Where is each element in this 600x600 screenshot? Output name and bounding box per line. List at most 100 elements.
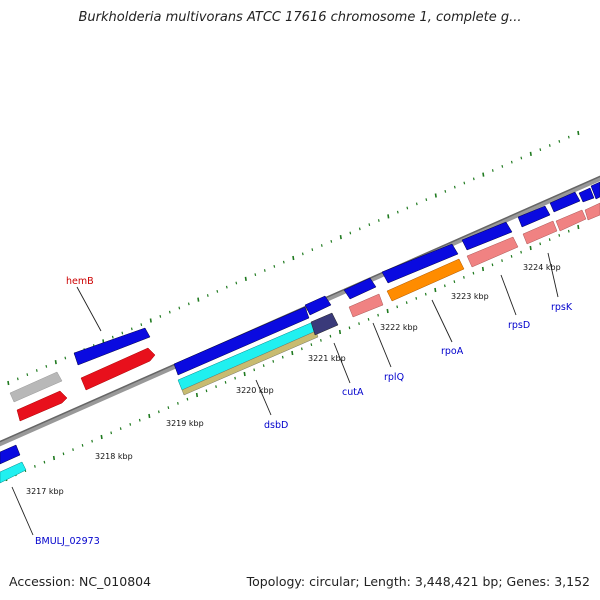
tick-mark <box>367 318 370 321</box>
tick-mark <box>187 302 190 306</box>
tick-mark <box>254 273 257 277</box>
tick-mark <box>529 151 532 156</box>
tick-mark <box>205 389 208 393</box>
tick-mark <box>539 242 542 246</box>
tick-mark <box>472 271 475 275</box>
tick-mark <box>157 410 160 414</box>
tick-mark <box>167 406 170 409</box>
tick-mark <box>282 260 285 264</box>
tick-mark <box>377 313 379 317</box>
tick-mark <box>481 266 485 272</box>
feature-dsbD[interactable] <box>173 306 310 376</box>
gene-label-BMULJ_02973[interactable]: BMULJ_02973 <box>35 536 100 547</box>
tick-mark <box>81 444 84 447</box>
feature-cds-1[interactable] <box>73 327 151 366</box>
tick-mark <box>491 169 494 172</box>
tick-mark <box>64 356 67 360</box>
tick-mark <box>262 364 265 367</box>
tick-mark <box>491 263 494 267</box>
tick-mark <box>45 364 48 368</box>
tick-mark <box>520 156 523 160</box>
feature-khaki[interactable] <box>181 330 319 396</box>
map-title: Burkholderia multivorans ATCC 17616 chro… <box>78 10 522 25</box>
gene-label-rplQ[interactable]: rplQ <box>384 372 404 383</box>
tick-mark <box>320 339 322 342</box>
feature-rplQ[interactable] <box>348 293 384 318</box>
feature-rpsD[interactable] <box>466 236 519 268</box>
feature-rpoA[interactable] <box>386 258 465 302</box>
gene-labels: hemB dsbD cutA rplQ rpoA rpsD rpsK BMULJ… <box>35 276 573 547</box>
gene-label-rpsK[interactable]: rpsK <box>551 302 573 313</box>
tick-mark <box>216 289 219 293</box>
tick-mark <box>320 244 323 247</box>
tick-mark <box>159 314 162 318</box>
tick-mark <box>253 368 256 372</box>
tick-mark <box>339 235 342 240</box>
tick-mark <box>16 377 19 381</box>
feature-trna-3[interactable] <box>584 202 600 221</box>
tick-mark <box>558 234 561 237</box>
tick-mark <box>186 397 189 401</box>
tick-mark <box>358 227 361 231</box>
feature-cds-5[interactable] <box>578 187 595 203</box>
tick-mark <box>225 285 228 289</box>
gene-label-dsbD[interactable]: dsbD <box>264 420 288 431</box>
accession-label: Accession: NC_010804 <box>9 574 152 589</box>
tick-mark <box>177 402 179 405</box>
tick-mark <box>482 172 485 177</box>
feature-navy[interactable] <box>310 312 339 336</box>
gene-label-cutA[interactable]: cutA <box>342 387 364 398</box>
kbp-label-3221: 3221 kbp <box>308 354 346 363</box>
tick-mark <box>368 223 371 227</box>
feature-hemB[interactable] <box>16 390 68 422</box>
feature-trna-2[interactable] <box>555 209 587 232</box>
tick-mark <box>415 202 418 206</box>
feature-cds-small[interactable] <box>304 295 332 316</box>
tick-mark <box>558 139 561 143</box>
tick-mark <box>377 219 380 222</box>
tick-mark <box>26 373 29 377</box>
tick-mark <box>443 284 446 288</box>
tick-mark <box>281 355 284 359</box>
tick-mark <box>119 427 122 430</box>
feature-cutA[interactable] <box>343 277 377 300</box>
tick-mark <box>338 329 342 335</box>
feature-grey-outer[interactable] <box>9 371 63 403</box>
tick-mark <box>100 434 103 440</box>
tick-mark <box>425 198 428 202</box>
gene-label-rpsD[interactable]: rpsD <box>508 320 530 331</box>
tick-mark <box>405 301 408 304</box>
gene-label-hemB[interactable]: hemB <box>66 276 94 287</box>
topology-summary: Topology: circular; Length: 3,448,421 bp… <box>246 574 590 589</box>
feature-cds-left[interactable] <box>0 444 21 465</box>
tick-mark <box>539 148 542 152</box>
feature-rpsD-blue[interactable] <box>461 221 513 251</box>
tick-mark <box>235 281 238 285</box>
tick-mark <box>463 276 465 279</box>
tick-mark <box>520 250 522 254</box>
feature-cds-6[interactable] <box>590 181 600 200</box>
tick-mark <box>215 385 217 388</box>
tick-mark <box>434 193 437 198</box>
tick-mark <box>444 189 447 193</box>
tick-mark <box>206 294 209 297</box>
tick-mark <box>424 292 427 296</box>
feature-rpsK[interactable] <box>522 220 558 245</box>
tick-mark <box>510 255 513 258</box>
feature-cds-3[interactable] <box>517 205 551 228</box>
feature-BMULJ_02973[interactable] <box>0 461 27 484</box>
tick-mark <box>140 323 143 327</box>
feature-gene-red-2[interactable] <box>80 347 156 391</box>
tick-mark <box>501 259 503 262</box>
tick-mark <box>168 310 171 314</box>
gene-label-rpoA[interactable]: rpoA <box>441 346 464 357</box>
kbp-label-3222: 3222 kbp <box>380 323 418 332</box>
tick-mark <box>329 334 332 338</box>
tick-mark <box>415 297 418 300</box>
feature-rpoA-blue[interactable] <box>381 243 459 284</box>
kbp-label-3223: 3223 kbp <box>451 292 489 301</box>
tick-mark <box>62 452 65 456</box>
tick-mark <box>243 371 246 377</box>
feature-cds-4[interactable] <box>549 191 581 213</box>
